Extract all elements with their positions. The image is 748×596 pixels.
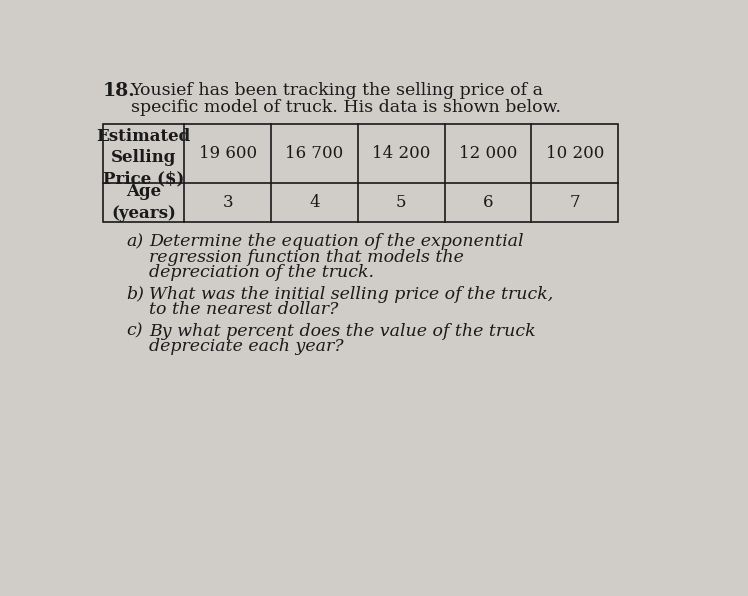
- Text: 10 200: 10 200: [545, 145, 604, 162]
- Text: 3: 3: [222, 194, 233, 211]
- Text: 12 000: 12 000: [459, 145, 517, 162]
- Text: 6: 6: [482, 194, 493, 211]
- Text: Yousief has been tracking the selling price of a: Yousief has been tracking the selling pr…: [131, 82, 544, 100]
- Text: b): b): [126, 285, 144, 303]
- Text: Estimated
Selling
Price ($): Estimated Selling Price ($): [96, 128, 191, 188]
- Text: a): a): [126, 233, 143, 250]
- Text: 19 600: 19 600: [198, 145, 257, 162]
- Text: What was the initial selling price of the truck,: What was the initial selling price of th…: [150, 285, 554, 303]
- Text: c): c): [126, 322, 143, 340]
- Text: depreciation of the truck.: depreciation of the truck.: [150, 264, 374, 281]
- Text: Age
(years): Age (years): [111, 183, 176, 222]
- Text: 14 200: 14 200: [372, 145, 430, 162]
- Text: to the nearest dollar?: to the nearest dollar?: [150, 301, 339, 318]
- Text: depreciate each year?: depreciate each year?: [150, 338, 344, 355]
- Text: 4: 4: [309, 194, 319, 211]
- Text: regression function that models the: regression function that models the: [150, 249, 465, 266]
- Text: 5: 5: [396, 194, 406, 211]
- Text: 18.: 18.: [102, 82, 135, 100]
- Bar: [102, 124, 618, 222]
- Text: specific model of truck. His data is shown below.: specific model of truck. His data is sho…: [131, 100, 561, 116]
- Text: Determine the equation of the exponential: Determine the equation of the exponentia…: [150, 233, 524, 250]
- Text: 16 700: 16 700: [285, 145, 343, 162]
- Text: By what percent does the value of the truck: By what percent does the value of the tr…: [150, 322, 536, 340]
- Text: 7: 7: [569, 194, 580, 211]
